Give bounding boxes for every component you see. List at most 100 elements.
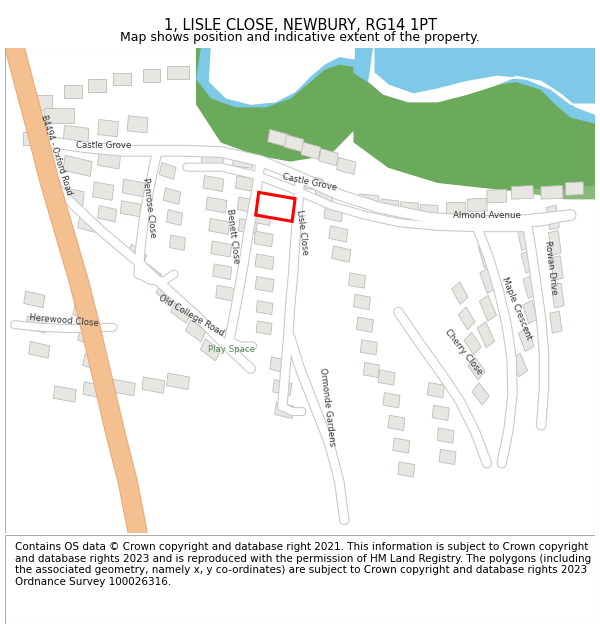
Polygon shape — [398, 462, 415, 477]
Polygon shape — [526, 186, 595, 199]
Polygon shape — [356, 317, 373, 332]
Polygon shape — [273, 379, 292, 396]
Polygon shape — [480, 268, 496, 294]
Polygon shape — [464, 332, 481, 355]
Polygon shape — [354, 48, 595, 123]
Polygon shape — [127, 244, 147, 266]
Polygon shape — [238, 197, 256, 212]
Polygon shape — [197, 48, 354, 107]
Polygon shape — [369, 48, 595, 114]
Polygon shape — [166, 210, 182, 226]
Polygon shape — [523, 275, 538, 299]
Polygon shape — [332, 246, 351, 262]
Polygon shape — [518, 228, 531, 251]
Polygon shape — [163, 188, 181, 204]
Polygon shape — [64, 85, 82, 98]
Polygon shape — [209, 48, 354, 104]
Polygon shape — [284, 135, 304, 152]
Polygon shape — [73, 302, 96, 322]
Polygon shape — [364, 362, 379, 378]
Polygon shape — [301, 142, 320, 159]
Text: Contains OS data © Crown copyright and database right 2021. This information is : Contains OS data © Crown copyright and d… — [16, 542, 592, 587]
Polygon shape — [98, 206, 117, 222]
Polygon shape — [548, 231, 561, 255]
Polygon shape — [77, 328, 99, 347]
Polygon shape — [98, 119, 118, 137]
Polygon shape — [439, 449, 456, 464]
Polygon shape — [167, 66, 189, 79]
Polygon shape — [478, 242, 494, 268]
Polygon shape — [209, 218, 230, 234]
Polygon shape — [98, 150, 121, 169]
Text: Almond Avenue: Almond Avenue — [453, 211, 521, 219]
Text: Herewood Close: Herewood Close — [29, 313, 99, 328]
Polygon shape — [511, 353, 527, 377]
Text: Old College Road: Old College Road — [157, 293, 226, 338]
Polygon shape — [159, 162, 176, 179]
Polygon shape — [63, 156, 92, 176]
Polygon shape — [472, 382, 489, 405]
Polygon shape — [270, 357, 289, 373]
Polygon shape — [26, 316, 47, 333]
Polygon shape — [112, 379, 135, 396]
Polygon shape — [337, 158, 356, 174]
Polygon shape — [203, 176, 224, 191]
Polygon shape — [477, 322, 494, 348]
Polygon shape — [268, 129, 289, 147]
Polygon shape — [314, 191, 333, 207]
Polygon shape — [88, 79, 106, 92]
Polygon shape — [446, 202, 466, 215]
Polygon shape — [487, 189, 507, 203]
Polygon shape — [437, 428, 454, 443]
Polygon shape — [252, 210, 271, 226]
Polygon shape — [64, 126, 89, 143]
Polygon shape — [53, 386, 76, 402]
Polygon shape — [142, 377, 165, 393]
Polygon shape — [468, 357, 485, 380]
Polygon shape — [275, 402, 294, 419]
Polygon shape — [156, 282, 176, 304]
Polygon shape — [319, 149, 338, 166]
Text: Cherry Close: Cherry Close — [443, 328, 484, 377]
Polygon shape — [452, 282, 468, 304]
Text: Maple Crescent: Maple Crescent — [500, 276, 533, 341]
Text: Play Space: Play Space — [208, 346, 254, 354]
Polygon shape — [380, 199, 399, 214]
Polygon shape — [361, 339, 377, 355]
Polygon shape — [201, 152, 224, 168]
Polygon shape — [233, 152, 253, 168]
Polygon shape — [400, 202, 418, 216]
Polygon shape — [171, 301, 191, 323]
Polygon shape — [518, 328, 534, 351]
Polygon shape — [324, 206, 343, 222]
Polygon shape — [383, 392, 400, 408]
Polygon shape — [78, 216, 97, 232]
Polygon shape — [359, 194, 379, 209]
Polygon shape — [92, 182, 114, 201]
Polygon shape — [467, 198, 487, 212]
Text: Castle Grove: Castle Grove — [282, 172, 338, 192]
Polygon shape — [211, 241, 232, 257]
Polygon shape — [29, 341, 50, 358]
Polygon shape — [566, 182, 584, 195]
Polygon shape — [143, 69, 160, 81]
Polygon shape — [83, 353, 104, 372]
Polygon shape — [25, 96, 52, 111]
Polygon shape — [141, 263, 161, 286]
Polygon shape — [329, 226, 348, 242]
Polygon shape — [197, 48, 354, 161]
Polygon shape — [353, 294, 370, 309]
Polygon shape — [24, 291, 45, 308]
Polygon shape — [349, 273, 365, 288]
Text: Benett Close: Benett Close — [225, 209, 241, 264]
Polygon shape — [113, 72, 131, 85]
Text: 1, LISLE CLOSE, NEWBURY, RG14 1PT: 1, LISLE CLOSE, NEWBURY, RG14 1PT — [163, 18, 437, 32]
Polygon shape — [127, 116, 148, 133]
Text: Map shows position and indicative extent of the property.: Map shows position and indicative extent… — [120, 31, 480, 44]
Polygon shape — [523, 301, 538, 324]
Polygon shape — [169, 235, 185, 250]
Polygon shape — [185, 320, 206, 342]
Polygon shape — [256, 321, 272, 335]
Polygon shape — [547, 205, 559, 230]
Polygon shape — [83, 382, 106, 398]
